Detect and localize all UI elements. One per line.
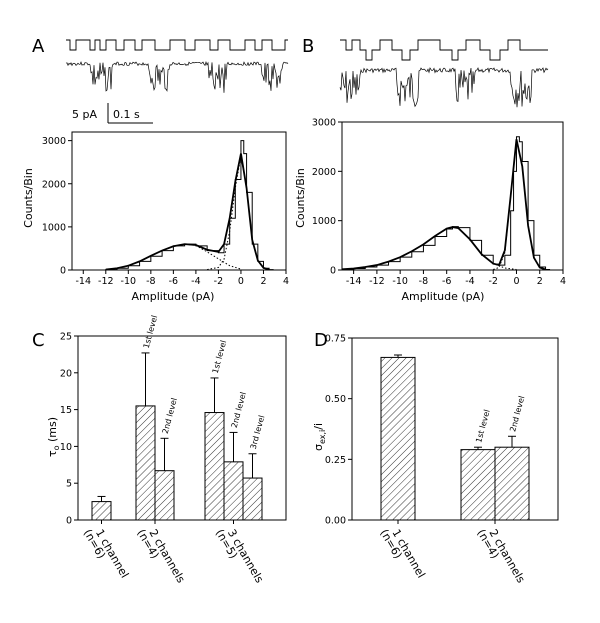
bar [380, 356, 416, 521]
histogram-a: Counts/Bin Amplitude (pA) -14 -12 -10 -8 -6 -… [22, 131, 289, 303]
level-label: 2nd level [161, 397, 179, 435]
y-tick-label: 0 [66, 516, 72, 527]
component-line [493, 139, 546, 270]
bar [223, 461, 244, 521]
plot-frame [351, 337, 559, 521]
y-tick-label: 1000 [312, 216, 336, 227]
x-tick-label: -14 [346, 276, 362, 287]
level-label: 1st level [142, 314, 159, 349]
panel-label-b: B [302, 36, 314, 57]
plot-frame [71, 131, 287, 271]
x-tick-label: -2 [488, 276, 497, 287]
bar [494, 446, 530, 521]
scale-bar-time: 0.1 s [113, 108, 140, 121]
y-tick-label: 0 [330, 266, 336, 277]
y-tick-label: 3000 [42, 136, 66, 147]
raw-trace-a [65, 60, 289, 93]
ylabel-a: Counts/Bin [22, 168, 35, 228]
ylabel-b: Counts/Bin [294, 168, 307, 228]
level-label: 3rd level [249, 414, 267, 450]
bar-chart-d: σex,i/i 0.000.250.500.751 channel(n=6)1s… [312, 334, 559, 585]
ylabel-c: τo (ms) [46, 417, 61, 457]
y-tick-label: 0.00 [325, 516, 346, 527]
y-tick-label: 2000 [312, 167, 336, 178]
x-tick-label: -6 [169, 276, 178, 287]
idealized-trace-a [66, 39, 288, 51]
y-tick-label: 5 [66, 479, 72, 490]
x-tick-label: 4 [283, 276, 289, 287]
fit-line [105, 153, 270, 271]
x-tick-label: 0 [513, 276, 519, 287]
panel-label-c: C [32, 330, 45, 351]
x-tick-label: -8 [419, 276, 428, 287]
x-tick-label: -12 [369, 276, 385, 287]
level-label: 2nd level [508, 395, 526, 433]
level-label: 1st level [211, 339, 228, 374]
scale-bar: 5 pA 0.1 s [72, 103, 153, 124]
plot-frame [341, 121, 564, 271]
bar [91, 501, 112, 521]
x-tick-label: -2 [214, 276, 223, 287]
x-tick-label: -14 [75, 276, 91, 287]
component-line [207, 155, 270, 271]
scale-bar-amplitude: 5 pA [72, 108, 97, 121]
x-tick-label: -10 [121, 276, 137, 287]
raw-trace-b [339, 67, 549, 108]
y-tick-label: 10 [60, 442, 72, 453]
y-tick-label: 2000 [42, 179, 66, 190]
panel-label-d: D [314, 330, 328, 351]
bar [135, 405, 156, 521]
level-label: 1st level [474, 409, 491, 444]
y-tick-label: 3000 [312, 118, 336, 129]
bar [154, 470, 175, 521]
x-tick-label: -8 [146, 276, 155, 287]
y-tick-label: 0.25 [325, 455, 346, 466]
y-tick-label: 0.50 [325, 394, 346, 405]
xlabel-a: Amplitude (pA) [132, 290, 215, 303]
bar [204, 412, 225, 521]
y-tick-label: 15 [60, 405, 72, 416]
x-tick-label: 4 [560, 276, 566, 287]
component-line [341, 226, 517, 271]
y-tick-label: 0.75 [325, 334, 346, 345]
fit-line [341, 139, 546, 271]
histogram-series [341, 136, 551, 271]
panel-label-a: A [32, 36, 45, 57]
ylabel-d: σex,i/i [312, 423, 327, 451]
xlabel-b: Amplitude (pA) [402, 290, 485, 303]
x-tick-label: 2 [537, 276, 543, 287]
histogram-b: Counts/Bin Amplitude (pA) -14 -12 -10 -8 -6 -… [294, 118, 566, 304]
plot-frame [77, 335, 287, 521]
idealized-trace-b [340, 39, 548, 61]
bar [242, 477, 263, 521]
y-tick-label: 1000 [42, 222, 66, 233]
y-tick-label: 20 [60, 368, 72, 379]
x-tick-label: -6 [442, 276, 451, 287]
y-tick-label: 25 [60, 332, 72, 343]
x-tick-label: -10 [392, 276, 408, 287]
x-tick-label: -4 [465, 276, 474, 287]
x-tick-label: 2 [260, 276, 266, 287]
bar [460, 449, 496, 521]
x-tick-label: -4 [191, 276, 200, 287]
y-tick-label: 0 [60, 266, 66, 277]
level-label: 2nd level [230, 391, 248, 429]
x-tick-label: -12 [98, 276, 114, 287]
x-tick-label: 0 [238, 276, 244, 287]
